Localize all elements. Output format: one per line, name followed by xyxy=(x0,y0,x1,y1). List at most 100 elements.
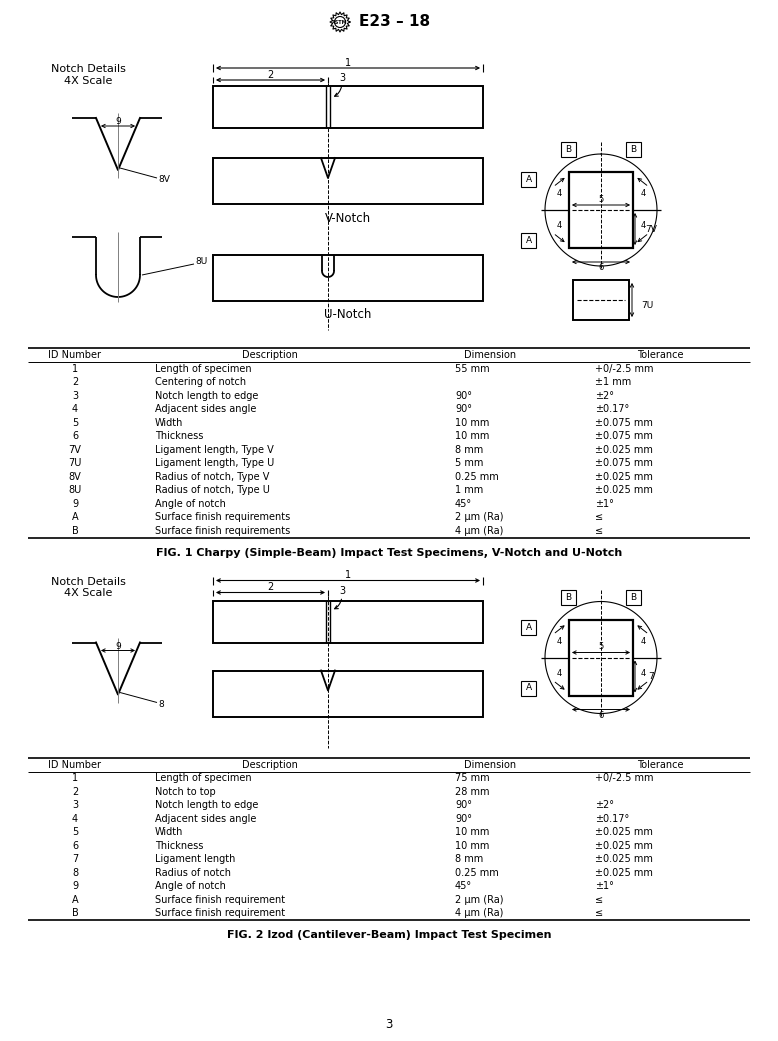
Text: A: A xyxy=(72,895,79,905)
Text: 5: 5 xyxy=(72,828,78,837)
Text: Notch Details
4X Scale: Notch Details 4X Scale xyxy=(51,65,125,85)
Text: ±1°: ±1° xyxy=(595,882,614,891)
Text: 9: 9 xyxy=(72,882,78,891)
Text: Surface finish requirements: Surface finish requirements xyxy=(155,512,290,523)
Text: 10 mm: 10 mm xyxy=(455,431,489,441)
Text: 7: 7 xyxy=(72,855,78,864)
Bar xyxy=(213,86,483,128)
Text: U-Notch: U-Notch xyxy=(324,308,372,322)
Text: +0/-2.5 mm: +0/-2.5 mm xyxy=(595,363,654,374)
Text: 2: 2 xyxy=(268,583,274,592)
Text: 6: 6 xyxy=(598,263,604,273)
Text: ID Number: ID Number xyxy=(48,350,101,360)
Bar xyxy=(569,619,633,695)
Text: ±2°: ±2° xyxy=(595,390,614,401)
Text: ±0.025 mm: ±0.025 mm xyxy=(595,828,653,837)
Text: ±1 mm: ±1 mm xyxy=(595,377,631,387)
Text: Length of specimen: Length of specimen xyxy=(155,773,251,783)
Text: 8U: 8U xyxy=(68,485,82,496)
Bar xyxy=(521,681,536,695)
Text: B: B xyxy=(566,145,572,154)
Text: 3: 3 xyxy=(385,1018,393,1032)
Bar xyxy=(561,142,576,157)
Text: Radius of notch, Type U: Radius of notch, Type U xyxy=(155,485,270,496)
Text: 7V: 7V xyxy=(645,225,657,233)
Text: B: B xyxy=(72,526,79,536)
Text: ≤: ≤ xyxy=(595,908,603,918)
Text: 4: 4 xyxy=(640,669,646,678)
Text: 3: 3 xyxy=(339,73,345,83)
Text: 8V: 8V xyxy=(158,176,170,184)
Bar xyxy=(213,601,483,642)
Text: 10 mm: 10 mm xyxy=(455,417,489,428)
Text: 45°: 45° xyxy=(455,882,472,891)
Text: B: B xyxy=(566,592,572,602)
Text: 8: 8 xyxy=(72,868,78,878)
Text: 4 μm (Ra): 4 μm (Ra) xyxy=(455,908,503,918)
Text: 4: 4 xyxy=(640,189,646,199)
Text: B: B xyxy=(630,592,636,602)
Text: ±0.025 mm: ±0.025 mm xyxy=(595,841,653,850)
Text: 75 mm: 75 mm xyxy=(455,773,489,783)
Text: 90°: 90° xyxy=(455,404,472,414)
Bar xyxy=(213,255,483,301)
Text: 1: 1 xyxy=(72,363,78,374)
Text: 4: 4 xyxy=(556,669,562,678)
Text: 10 mm: 10 mm xyxy=(455,841,489,850)
Text: Adjacent sides angle: Adjacent sides angle xyxy=(155,814,257,823)
Text: 7V: 7V xyxy=(68,445,82,455)
Text: V-Notch: V-Notch xyxy=(325,211,371,225)
Text: ≤: ≤ xyxy=(595,526,603,536)
Text: 4 μm (Ra): 4 μm (Ra) xyxy=(455,526,503,536)
Text: 2: 2 xyxy=(72,787,78,796)
Bar xyxy=(626,142,641,157)
Text: ±2°: ±2° xyxy=(595,801,614,810)
Text: 2 μm (Ra): 2 μm (Ra) xyxy=(455,895,503,905)
Text: Radius of notch, Type V: Radius of notch, Type V xyxy=(155,472,269,482)
Text: Notch Details
4X Scale: Notch Details 4X Scale xyxy=(51,577,125,599)
Text: Centering of notch: Centering of notch xyxy=(155,377,246,387)
Text: 4: 4 xyxy=(72,814,78,823)
Text: Width: Width xyxy=(155,828,184,837)
Text: 28 mm: 28 mm xyxy=(455,787,489,796)
Text: ±1°: ±1° xyxy=(595,499,614,509)
Text: 5: 5 xyxy=(72,417,78,428)
Text: Ligament length, Type V: Ligament length, Type V xyxy=(155,445,274,455)
Text: Surface finish requirement: Surface finish requirement xyxy=(155,908,285,918)
Text: ±0.025 mm: ±0.025 mm xyxy=(595,472,653,482)
Text: 8: 8 xyxy=(158,700,163,709)
Text: 5: 5 xyxy=(598,195,604,203)
Text: 0.25 mm: 0.25 mm xyxy=(455,868,499,878)
Bar xyxy=(213,158,483,204)
Bar xyxy=(521,619,536,635)
Text: 5 mm: 5 mm xyxy=(455,458,483,468)
Text: 9: 9 xyxy=(115,118,121,127)
Text: Radius of notch: Radius of notch xyxy=(155,868,231,878)
Text: ±0.075 mm: ±0.075 mm xyxy=(595,431,653,441)
Text: Dimension: Dimension xyxy=(464,760,516,769)
Bar xyxy=(626,589,641,605)
Text: 1: 1 xyxy=(345,58,351,68)
Text: Surface finish requirement: Surface finish requirement xyxy=(155,895,285,905)
Bar xyxy=(573,280,629,320)
Text: 3: 3 xyxy=(72,390,78,401)
Text: 7U: 7U xyxy=(641,302,653,310)
Text: A: A xyxy=(525,684,531,692)
Text: Ligament length: Ligament length xyxy=(155,855,236,864)
Bar xyxy=(521,233,536,248)
Text: Description: Description xyxy=(242,350,298,360)
Text: 3: 3 xyxy=(339,585,345,595)
Text: 9: 9 xyxy=(72,499,78,509)
Text: 6: 6 xyxy=(72,841,78,850)
Text: Notch to top: Notch to top xyxy=(155,787,216,796)
Text: 4: 4 xyxy=(556,222,562,230)
Bar xyxy=(561,589,576,605)
Text: 3: 3 xyxy=(72,801,78,810)
Text: A: A xyxy=(525,175,531,184)
Text: 8U: 8U xyxy=(195,256,207,265)
Text: ±0.075 mm: ±0.075 mm xyxy=(595,458,653,468)
Text: Dimension: Dimension xyxy=(464,350,516,360)
Text: 0.25 mm: 0.25 mm xyxy=(455,472,499,482)
Text: 4: 4 xyxy=(72,404,78,414)
Text: 4: 4 xyxy=(640,222,646,230)
